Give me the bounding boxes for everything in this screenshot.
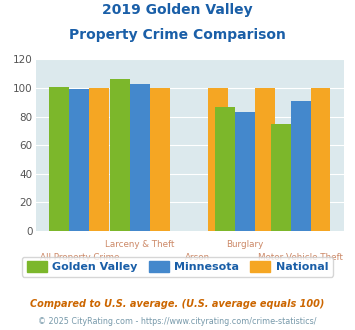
Text: Compared to U.S. average. (U.S. average equals 100): Compared to U.S. average. (U.S. average … bbox=[30, 299, 325, 309]
Text: 2019 Golden Valley: 2019 Golden Valley bbox=[102, 3, 253, 17]
Bar bbox=[311, 88, 331, 231]
Text: Property Crime Comparison: Property Crime Comparison bbox=[69, 28, 286, 42]
Text: Larceny & Theft: Larceny & Theft bbox=[105, 240, 175, 248]
Bar bbox=[150, 88, 170, 231]
Bar bbox=[255, 88, 275, 231]
Text: Burglary: Burglary bbox=[226, 240, 264, 248]
Bar bbox=[235, 112, 255, 231]
Text: Arson: Arson bbox=[185, 253, 210, 262]
Legend: Golden Valley, Minnesota, National: Golden Valley, Minnesota, National bbox=[22, 257, 333, 277]
Bar bbox=[291, 101, 311, 231]
Bar bbox=[271, 124, 291, 231]
Text: All Property Crime: All Property Crime bbox=[40, 253, 119, 262]
Text: © 2025 CityRating.com - https://www.cityrating.com/crime-statistics/: © 2025 CityRating.com - https://www.city… bbox=[38, 317, 317, 326]
Text: Motor Vehicle Theft: Motor Vehicle Theft bbox=[258, 253, 343, 262]
Bar bbox=[49, 86, 69, 231]
Bar bbox=[110, 80, 130, 231]
Bar bbox=[208, 88, 228, 231]
Bar bbox=[69, 89, 89, 231]
Bar bbox=[215, 107, 235, 231]
Bar bbox=[89, 88, 109, 231]
Bar bbox=[130, 84, 150, 231]
